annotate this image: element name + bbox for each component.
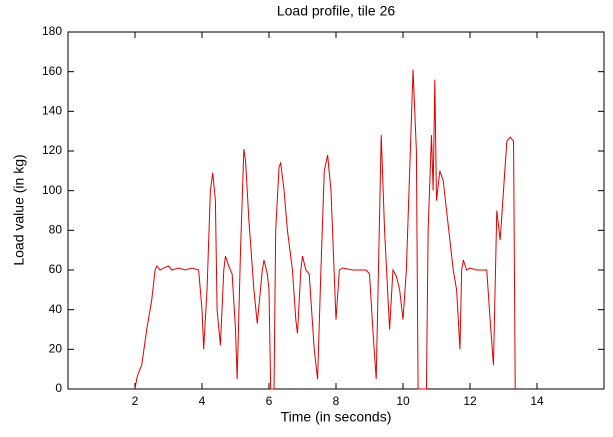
- data-line: [134, 69, 516, 390]
- y-tick-label: 0: [55, 381, 62, 395]
- x-tick-label: 12: [463, 394, 477, 408]
- y-tick-label: 60: [49, 262, 63, 276]
- y-tick-label: 180: [42, 24, 62, 38]
- x-tick-label: 6: [266, 394, 273, 408]
- x-axis-label: Time (in seconds): [281, 409, 392, 425]
- plot-frame: [67, 31, 605, 390]
- y-tick-label: 120: [42, 143, 62, 157]
- y-tick-label: 100: [42, 183, 62, 197]
- y-tick-label: 140: [42, 104, 62, 118]
- y-tick-label: 80: [49, 223, 63, 237]
- x-tick-label: 14: [530, 394, 544, 408]
- x-tick-label: 8: [333, 394, 340, 408]
- chart-title: Load profile, tile 26: [277, 3, 396, 19]
- y-tick-label: 160: [42, 64, 62, 78]
- x-tick-label: 10: [396, 394, 410, 408]
- y-axis-label: Load value (in kg): [11, 154, 27, 265]
- y-tick-label: 40: [49, 302, 63, 316]
- x-tick-label: 4: [199, 394, 206, 408]
- x-tick-label: 2: [132, 394, 139, 408]
- y-tick-label: 20: [49, 342, 63, 356]
